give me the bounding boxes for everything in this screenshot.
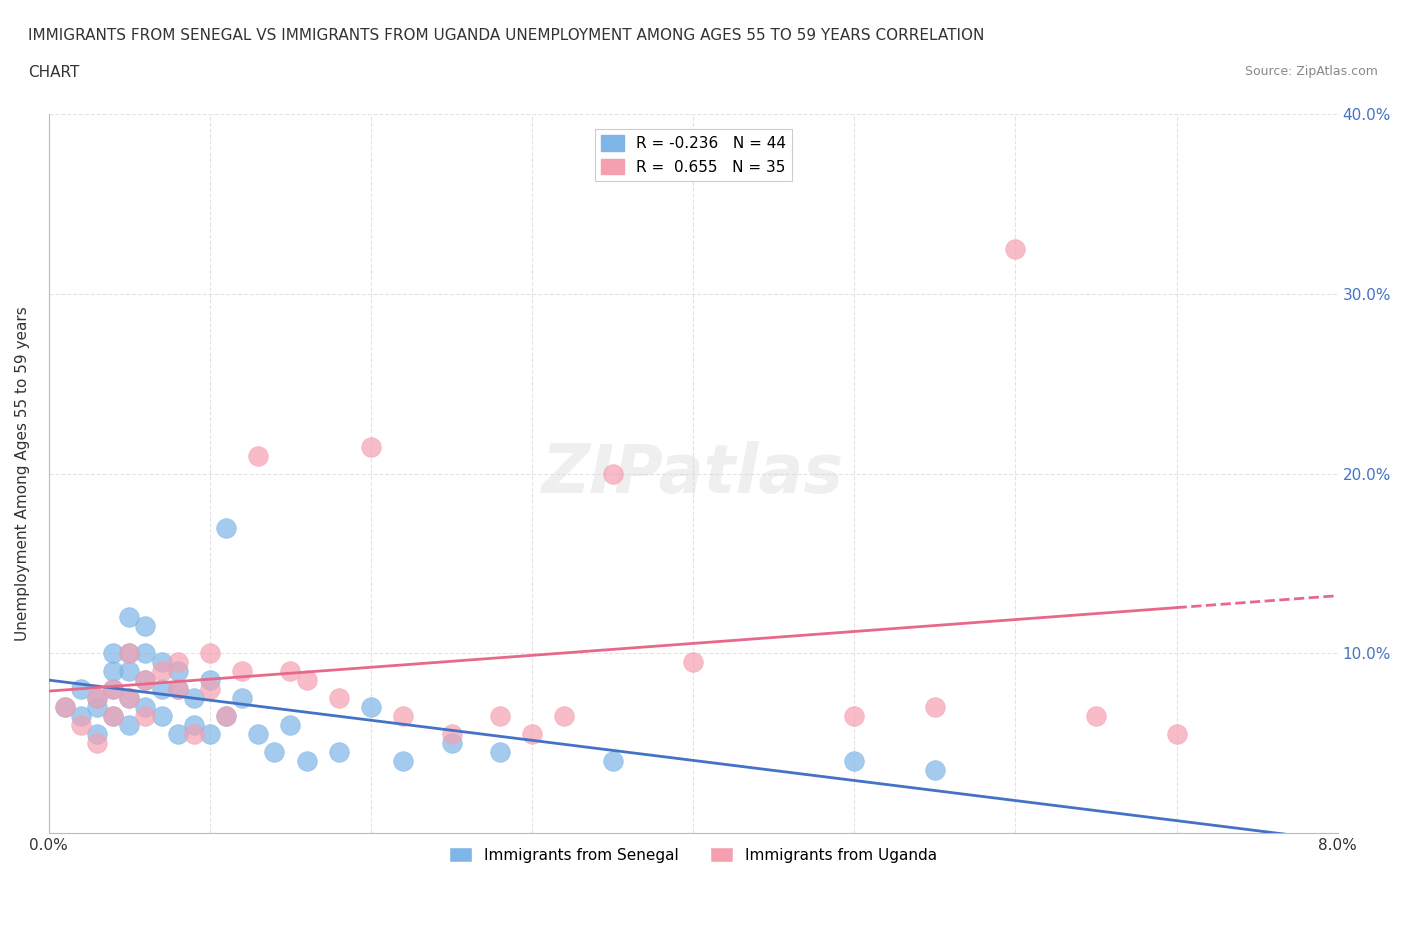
Point (844, 754, 866, 769)
Point (682, 655, 704, 670)
Point (150, 664, 173, 679)
Point (183, 718, 205, 733)
Point (53, 700, 76, 715)
Point (150, 682, 173, 697)
Point (86, 691, 108, 706)
Point (183, 727, 205, 742)
Point (103, 664, 125, 679)
Point (198, 673, 221, 688)
Point (118, 610, 141, 625)
Point (103, 709, 125, 724)
Point (392, 709, 415, 724)
Point (924, 700, 946, 715)
Point (520, 727, 543, 742)
Point (166, 727, 188, 742)
Point (70, 718, 93, 733)
Point (263, 745, 285, 760)
Point (280, 718, 302, 733)
Point (247, 448, 270, 463)
Point (295, 754, 318, 769)
Text: IMMIGRANTS FROM SENEGAL VS IMMIGRANTS FROM UGANDA UNEMPLOYMENT AMONG AGES 55 TO : IMMIGRANTS FROM SENEGAL VS IMMIGRANTS FR… (28, 28, 984, 43)
Point (924, 763, 946, 777)
Point (553, 709, 575, 724)
Point (166, 655, 188, 670)
Point (280, 664, 302, 679)
Point (328, 691, 350, 706)
Point (103, 682, 125, 697)
Point (1166, 727, 1188, 742)
Point (360, 439, 382, 454)
Point (198, 727, 221, 742)
Point (103, 682, 125, 697)
Legend: Immigrants from Senegal, Immigrants from Uganda: Immigrants from Senegal, Immigrants from… (443, 841, 943, 869)
Point (215, 709, 238, 724)
Point (440, 727, 463, 742)
Point (86, 736, 108, 751)
Point (1084, 709, 1107, 724)
Point (134, 646, 156, 661)
Point (247, 727, 270, 742)
Point (150, 655, 173, 670)
Point (86, 700, 108, 715)
Point (118, 664, 141, 679)
Point (295, 673, 318, 688)
Point (118, 691, 141, 706)
Point (103, 709, 125, 724)
Point (118, 691, 141, 706)
Point (198, 646, 221, 661)
Point (70, 682, 93, 697)
Point (118, 718, 141, 733)
Point (1004, 242, 1026, 257)
Point (134, 700, 156, 715)
Point (215, 709, 238, 724)
Point (231, 691, 253, 706)
Point (231, 664, 253, 679)
Point (440, 736, 463, 751)
Text: CHART: CHART (28, 65, 80, 80)
Point (134, 673, 156, 688)
Point (118, 646, 141, 661)
Point (392, 754, 415, 769)
Y-axis label: Unemployment Among Ages 55 to 59 years: Unemployment Among Ages 55 to 59 years (15, 306, 30, 641)
Text: ZIPatlas: ZIPatlas (543, 441, 844, 507)
Point (134, 709, 156, 724)
Point (150, 709, 173, 724)
Text: Source: ZipAtlas.com: Source: ZipAtlas.com (1244, 65, 1378, 78)
Point (86, 727, 108, 742)
Point (489, 745, 512, 760)
Point (602, 754, 624, 769)
Point (86, 691, 108, 706)
Point (166, 664, 188, 679)
Point (166, 682, 188, 697)
Point (118, 646, 141, 661)
Point (198, 682, 221, 697)
Point (134, 673, 156, 688)
Point (103, 646, 125, 661)
Point (134, 619, 156, 634)
Point (166, 682, 188, 697)
Point (844, 709, 866, 724)
Point (183, 691, 205, 706)
Point (360, 700, 382, 715)
Point (489, 709, 512, 724)
Point (328, 745, 350, 760)
Point (215, 520, 238, 535)
Point (602, 466, 624, 481)
Point (70, 709, 93, 724)
Point (53, 700, 76, 715)
